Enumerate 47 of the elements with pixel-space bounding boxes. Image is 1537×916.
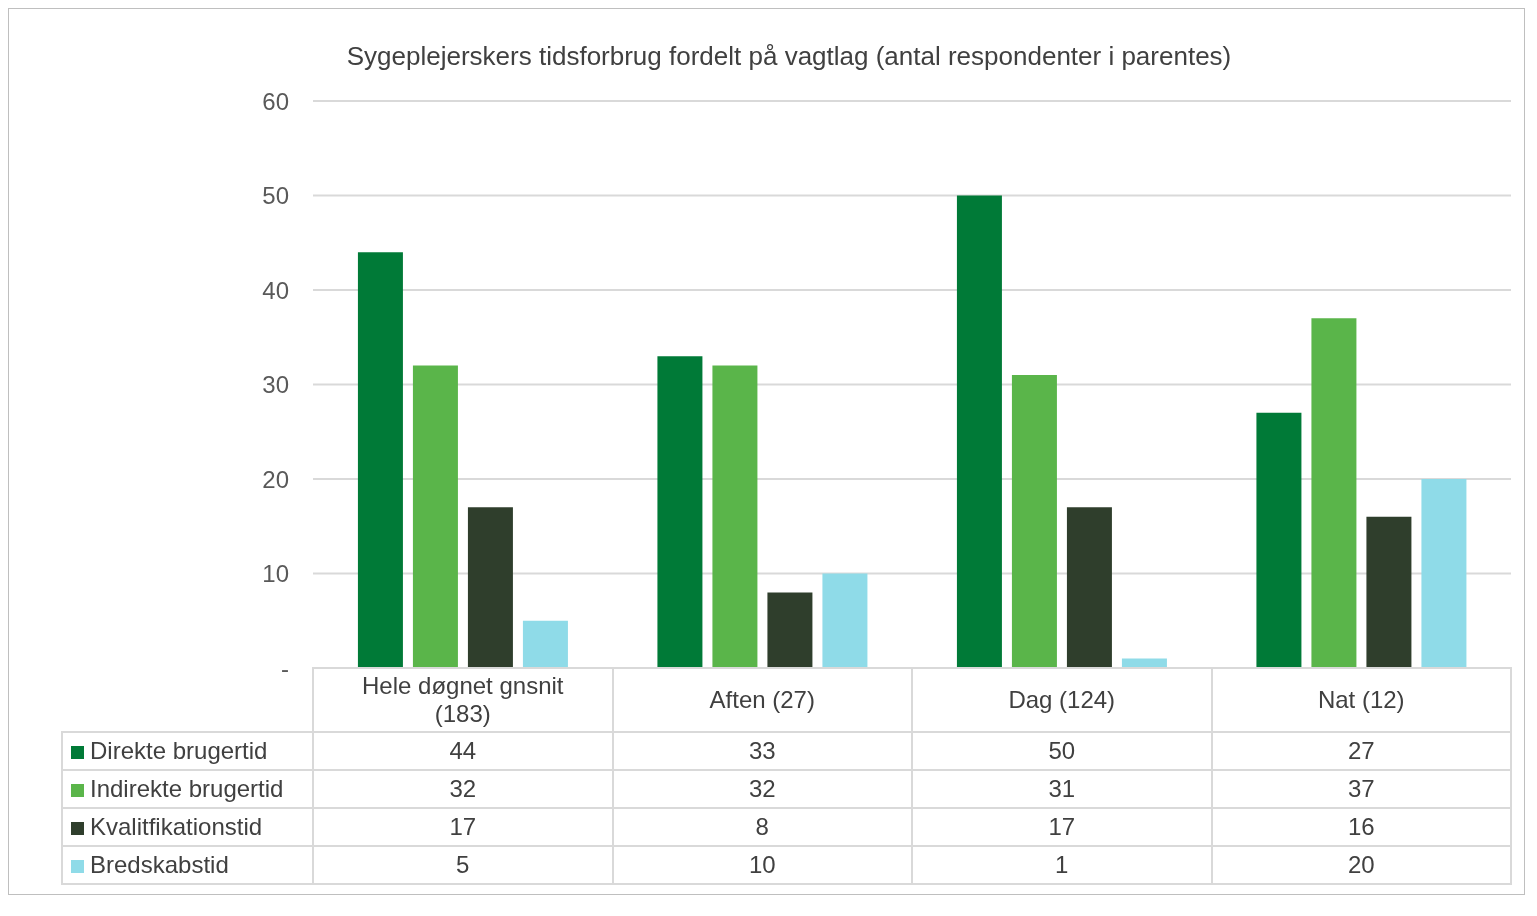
data-label: 20 (1211, 846, 1511, 884)
data-label: 5 (313, 846, 613, 884)
bar (822, 573, 868, 668)
data-label: 50 (912, 732, 1212, 770)
bar (956, 195, 1002, 668)
data-label: 16 (1211, 808, 1511, 846)
legend-label: Indirekte brugertid (62, 770, 313, 808)
y-tick-label: - (281, 654, 289, 682)
bar (1311, 318, 1357, 668)
y-tick-label: 60 (262, 87, 289, 115)
y-tick-label: 10 (262, 560, 289, 588)
bar (1366, 516, 1412, 668)
data-label: 17 (313, 808, 613, 846)
data-label: 10 (612, 846, 912, 884)
data-label: 27 (1211, 732, 1511, 770)
bar (1421, 479, 1467, 668)
legend-label: Direkte brugertid (62, 732, 313, 770)
data-label: 17 (912, 808, 1212, 846)
y-tick-label: 40 (262, 276, 289, 304)
legend-label: Bredskabstid (62, 846, 313, 884)
legend-label: Kvalitfikationstid (62, 808, 313, 846)
data-label: 44 (313, 732, 613, 770)
bar (412, 365, 458, 668)
bar (467, 507, 513, 668)
data-label: 32 (612, 770, 912, 808)
bar (657, 356, 703, 668)
x-tick-label: Aften (27) (612, 668, 912, 732)
y-tick-label: 50 (262, 182, 289, 210)
data-label: 37 (1211, 770, 1511, 808)
bar (767, 592, 813, 668)
data-label: 32 (313, 770, 613, 808)
chart-title: Sygeplejerskers tidsforbrug fordelt på vagtlag (antal respondenter i parentes) (345, 41, 1233, 72)
bar (1256, 412, 1302, 668)
x-tick-label: Nat (12) (1211, 668, 1511, 732)
bar (1011, 375, 1057, 668)
bar (522, 620, 568, 668)
bar (357, 252, 403, 668)
x-tick-label: Hele døgnet gnsnit (183) (313, 668, 613, 732)
data-label: 31 (912, 770, 1212, 808)
data-label: 33 (612, 732, 912, 770)
y-tick-label: 30 (262, 371, 289, 399)
bar (712, 365, 758, 668)
x-tick-label: Dag (124) (912, 668, 1212, 732)
bar (1066, 507, 1112, 668)
data-label: 1 (912, 846, 1212, 884)
data-label: 8 (612, 808, 912, 846)
y-tick-label: 20 (262, 465, 289, 493)
